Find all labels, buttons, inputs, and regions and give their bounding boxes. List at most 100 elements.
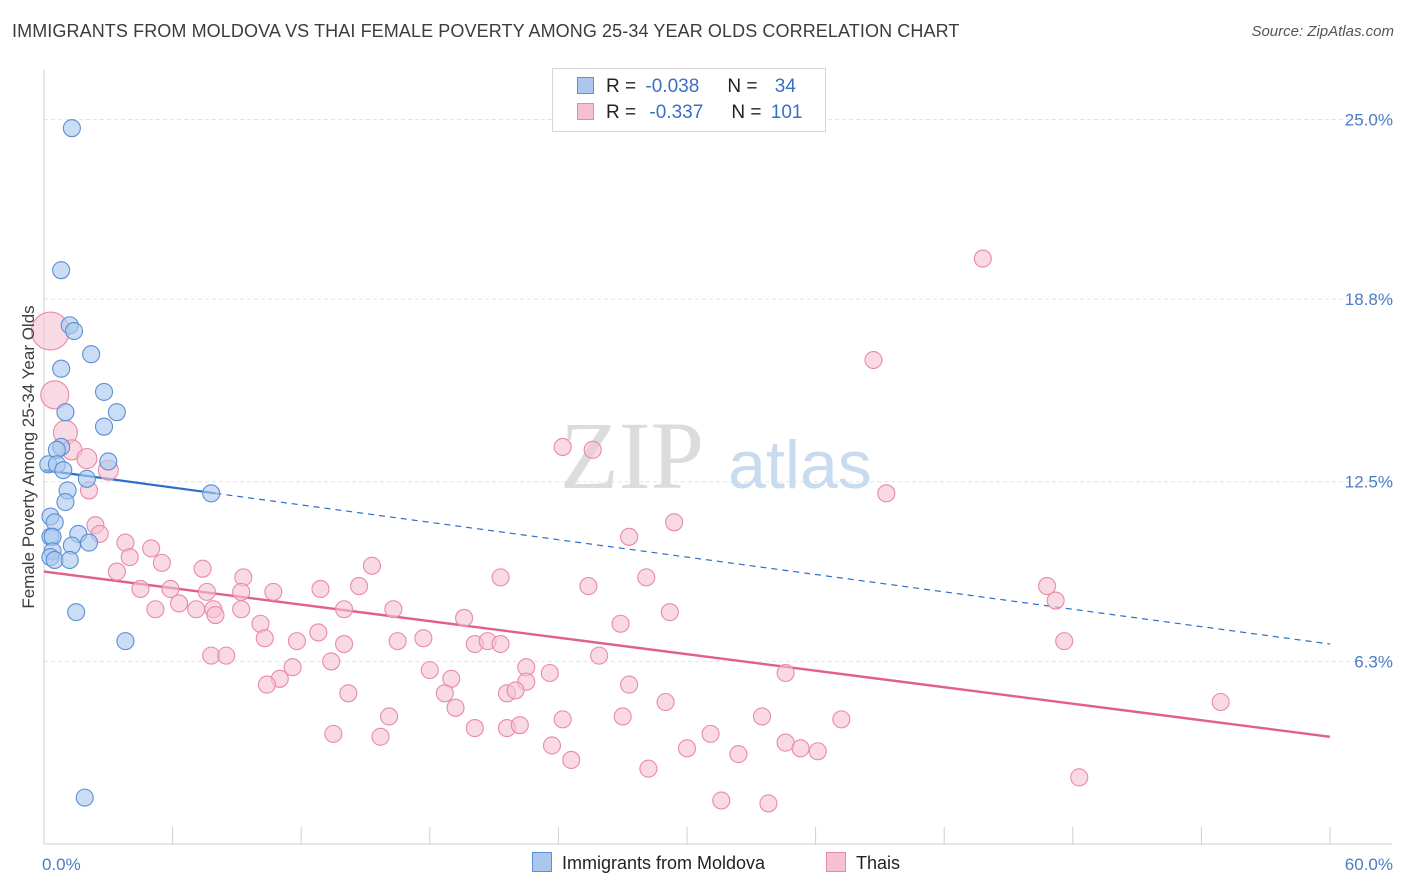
point-thais	[217, 646, 236, 665]
point-moldova	[67, 603, 86, 622]
point-moldova	[77, 469, 96, 488]
point-thais	[388, 632, 407, 651]
x-tick-label-max: 60.0%	[1345, 855, 1393, 874]
point-thais	[656, 692, 675, 712]
point-thais	[1038, 577, 1057, 596]
point-moldova	[202, 484, 221, 503]
point-thais	[637, 568, 656, 587]
point-thais	[877, 484, 896, 503]
point-moldova	[52, 359, 71, 378]
legend-swatch-blue	[577, 77, 594, 94]
point-moldova	[107, 403, 126, 422]
points-layer	[30, 119, 1230, 813]
point-thais	[311, 579, 330, 599]
point-thais	[264, 582, 283, 601]
legend-r-label: R =	[606, 102, 637, 123]
point-thais	[142, 539, 161, 558]
point-moldova	[94, 417, 114, 436]
point-thais	[776, 663, 795, 683]
legend-r-value-moldova: -0.038	[645, 76, 700, 97]
chart-source: Source: ZipAtlas.com	[1251, 23, 1394, 40]
x-tick-label-min: 0.0%	[42, 855, 81, 874]
point-thais	[701, 724, 720, 743]
point-thais	[197, 582, 216, 601]
point-thais	[553, 437, 572, 457]
trendline-moldova-solid	[43, 469, 216, 495]
y-tick-label: 18.8%	[1345, 290, 1393, 309]
point-thais	[579, 577, 598, 596]
y-tick-label: 12.5%	[1345, 473, 1393, 492]
point-thais	[131, 579, 150, 599]
bottom-legend-label-thais: Thais	[856, 853, 901, 873]
point-thais	[324, 724, 343, 743]
axis-layer: 6.3% 12.5% 18.8% 25.0% 0.0% 60.0%	[42, 70, 1393, 874]
watermark-layer: ZIP atlas	[560, 402, 872, 509]
y-tick-label: 6.3%	[1354, 652, 1393, 671]
point-thais	[752, 707, 772, 726]
point-thais	[322, 652, 341, 671]
point-thais	[973, 249, 992, 268]
point-thais	[791, 739, 810, 758]
point-thais	[335, 600, 354, 619]
point-thais	[808, 742, 827, 761]
point-thais	[620, 527, 639, 546]
point-moldova	[79, 533, 99, 552]
point-thais	[40, 380, 70, 410]
point-thais	[339, 684, 358, 703]
point-thais	[161, 579, 180, 599]
point-thais	[169, 594, 189, 613]
point-thais	[620, 675, 639, 694]
point-thais	[152, 553, 171, 572]
point-thais	[414, 629, 433, 648]
point-thais	[206, 605, 225, 625]
chart-title: IMMIGRANTS FROM MOLDOVA VS THAI FEMALE P…	[12, 21, 960, 41]
point-moldova	[62, 119, 81, 138]
grid-layer	[44, 118, 1392, 662]
point-moldova	[82, 345, 101, 364]
point-moldova	[52, 261, 71, 280]
point-thais	[255, 629, 274, 648]
point-thais	[491, 568, 510, 587]
point-thais	[590, 646, 609, 665]
legend-r-value-thais: -0.337	[649, 102, 704, 123]
point-thais	[729, 745, 748, 764]
point-thais	[611, 614, 630, 633]
point-thais	[553, 710, 572, 729]
legend-swatch-pink	[577, 103, 594, 120]
legend-row-moldova: R = -0.038 N = 34	[577, 76, 796, 98]
point-thais	[776, 733, 795, 752]
point-thais	[202, 646, 221, 665]
bottom-legend-moldova: Immigrants from Moldova	[532, 852, 765, 876]
correlation-legend: R = -0.038 N = 34 R = -0.337 N = 101	[552, 68, 826, 132]
point-thais	[1070, 768, 1089, 787]
point-thais	[540, 663, 559, 683]
point-thais	[420, 661, 439, 680]
trendline-moldova-dashed	[215, 492, 1331, 645]
point-thais	[613, 707, 632, 726]
point-thais	[362, 556, 381, 575]
point-thais	[435, 684, 454, 703]
bottom-legend-label-moldova: Immigrants from Moldova	[562, 853, 766, 873]
point-thais	[1211, 692, 1230, 712]
bottom-legend-swatch-pink	[826, 852, 846, 872]
point-thais	[455, 608, 474, 627]
point-moldova	[99, 452, 118, 471]
point-thais	[232, 582, 251, 601]
point-moldova	[45, 550, 64, 570]
point-thais	[187, 600, 206, 619]
point-thais	[677, 739, 697, 758]
point-thais	[1055, 632, 1074, 651]
point-moldova	[54, 461, 73, 480]
point-thais	[583, 440, 602, 459]
point-thais	[350, 577, 369, 596]
point-thais	[832, 710, 851, 729]
point-thais	[562, 750, 581, 770]
point-thais	[491, 634, 510, 654]
point-thais	[660, 603, 679, 622]
label-layer: Female Poverty Among 25-34 Year Olds	[19, 305, 38, 608]
point-moldova	[64, 321, 84, 341]
point-thais	[446, 698, 465, 717]
point-thais	[193, 559, 212, 578]
